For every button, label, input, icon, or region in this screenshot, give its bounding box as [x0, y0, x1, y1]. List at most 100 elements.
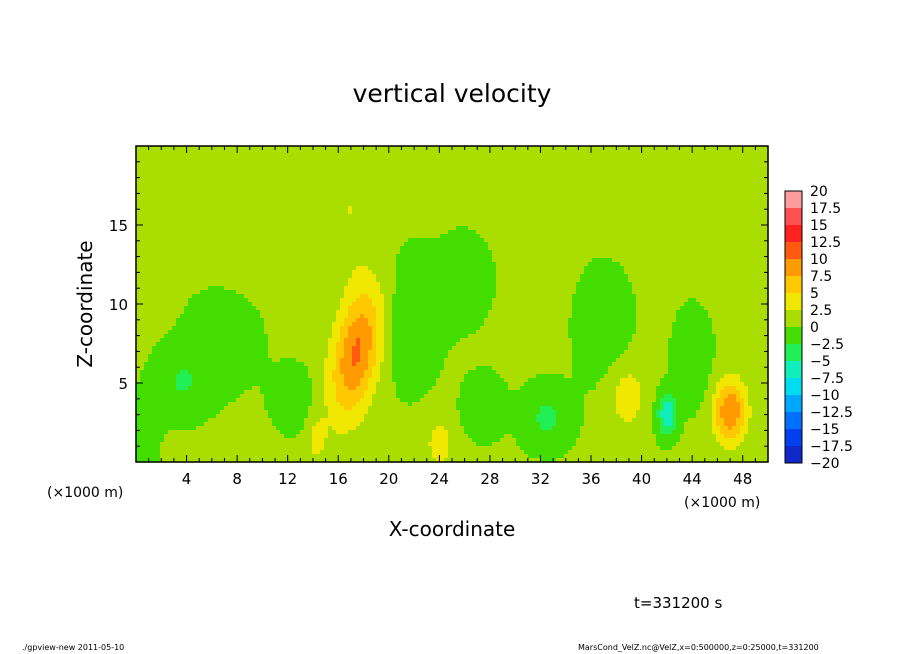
heatmap-cell	[704, 170, 709, 175]
heatmap-cell	[660, 218, 665, 223]
heatmap-cell	[468, 198, 473, 203]
heatmap-cell	[256, 226, 261, 231]
heatmap-cell	[436, 146, 441, 151]
heatmap-cell	[396, 190, 401, 195]
heatmap-cell	[272, 166, 277, 171]
heatmap-cell	[220, 234, 225, 239]
heatmap-cell	[556, 146, 561, 151]
heatmap-cell	[764, 150, 769, 155]
heatmap-cell	[384, 162, 389, 167]
heatmap-cell	[168, 230, 173, 235]
heatmap-cell	[392, 150, 397, 155]
heatmap-cell	[596, 170, 601, 175]
heatmap-cell	[684, 266, 689, 271]
heatmap-cell	[212, 246, 217, 251]
heatmap-cell	[632, 234, 637, 239]
heatmap-cell	[376, 146, 381, 151]
heatmap-cell	[304, 226, 309, 231]
heatmap-cell	[332, 262, 337, 267]
heatmap-cell	[640, 146, 645, 151]
heatmap-cell	[144, 250, 149, 255]
heatmap-cell	[608, 186, 613, 191]
heatmap-cell	[708, 210, 713, 215]
heatmap-cell	[276, 234, 281, 239]
heatmap-cell	[216, 246, 221, 251]
heatmap-cell	[476, 214, 481, 219]
heatmap-cell	[352, 166, 357, 171]
heatmap-cell	[568, 174, 573, 179]
heatmap-cell	[612, 202, 617, 207]
heatmap-cell	[528, 222, 533, 227]
heatmap-cell	[732, 182, 737, 187]
heatmap-cell	[720, 206, 725, 211]
heatmap-cell	[504, 230, 509, 235]
heatmap-cell	[324, 254, 329, 259]
heatmap-cell	[676, 234, 681, 239]
heatmap-cell	[556, 258, 561, 263]
heatmap-cell	[368, 270, 373, 275]
heatmap-cell	[400, 162, 405, 167]
heatmap-cell	[172, 174, 177, 179]
heatmap-cell	[324, 166, 329, 171]
heatmap-cell	[376, 242, 381, 247]
heatmap-cell	[552, 174, 557, 179]
heatmap-cell	[484, 266, 489, 271]
heatmap-cell	[144, 186, 149, 191]
heatmap-cell	[488, 266, 493, 271]
heatmap-cell	[612, 214, 617, 219]
heatmap-cell	[280, 170, 285, 175]
heatmap-cell	[236, 190, 241, 195]
heatmap-cell	[164, 198, 169, 203]
heatmap-cell	[572, 210, 577, 215]
heatmap-cell	[224, 262, 229, 267]
heatmap-cell	[648, 182, 653, 187]
heatmap-cell	[696, 266, 701, 271]
heatmap-cell	[496, 218, 501, 223]
heatmap-cell	[676, 266, 681, 271]
heatmap-cell	[224, 230, 229, 235]
heatmap-cell	[432, 206, 437, 211]
heatmap-cell	[692, 214, 697, 219]
heatmap-cell	[508, 190, 513, 195]
heatmap-cell	[592, 242, 597, 247]
heatmap-cell	[368, 150, 373, 155]
heatmap-cell	[136, 166, 141, 171]
heatmap-cell	[716, 214, 721, 219]
heatmap-cell	[572, 222, 577, 227]
heatmap-cell	[452, 162, 457, 167]
heatmap-cell	[152, 234, 157, 239]
heatmap-cell	[176, 238, 181, 243]
heatmap-cell	[376, 262, 381, 267]
heatmap-cell	[380, 218, 385, 223]
heatmap-cell	[160, 158, 165, 163]
heatmap-cell	[612, 266, 617, 271]
heatmap-cell	[736, 210, 741, 215]
heatmap-cell	[336, 262, 341, 267]
heatmap-cell	[292, 158, 297, 163]
heatmap-cell	[700, 222, 705, 227]
heatmap-cell	[416, 190, 421, 195]
heatmap-cell	[348, 202, 353, 207]
heatmap-cell	[240, 150, 245, 155]
heatmap-cell	[712, 222, 717, 227]
heatmap-cell	[396, 270, 401, 275]
heatmap-cell	[492, 194, 497, 199]
heatmap-cell	[652, 234, 657, 239]
heatmap-cell	[632, 170, 637, 175]
heatmap-cell	[308, 150, 313, 155]
heatmap-cell	[308, 234, 313, 239]
heatmap-cell	[440, 206, 445, 211]
heatmap-cell	[296, 202, 301, 207]
heatmap-cell	[744, 234, 749, 239]
heatmap-cell	[480, 266, 485, 271]
heatmap-cell	[472, 238, 477, 243]
heatmap-cell	[524, 182, 529, 187]
heatmap-cell	[532, 186, 537, 191]
heatmap-cell	[704, 262, 709, 267]
heatmap-cell	[760, 182, 765, 187]
heatmap-cell	[404, 258, 409, 263]
heatmap-cell	[476, 146, 481, 151]
heatmap-cell	[420, 262, 425, 267]
heatmap-cell	[460, 218, 465, 223]
heatmap-cell	[580, 182, 585, 187]
